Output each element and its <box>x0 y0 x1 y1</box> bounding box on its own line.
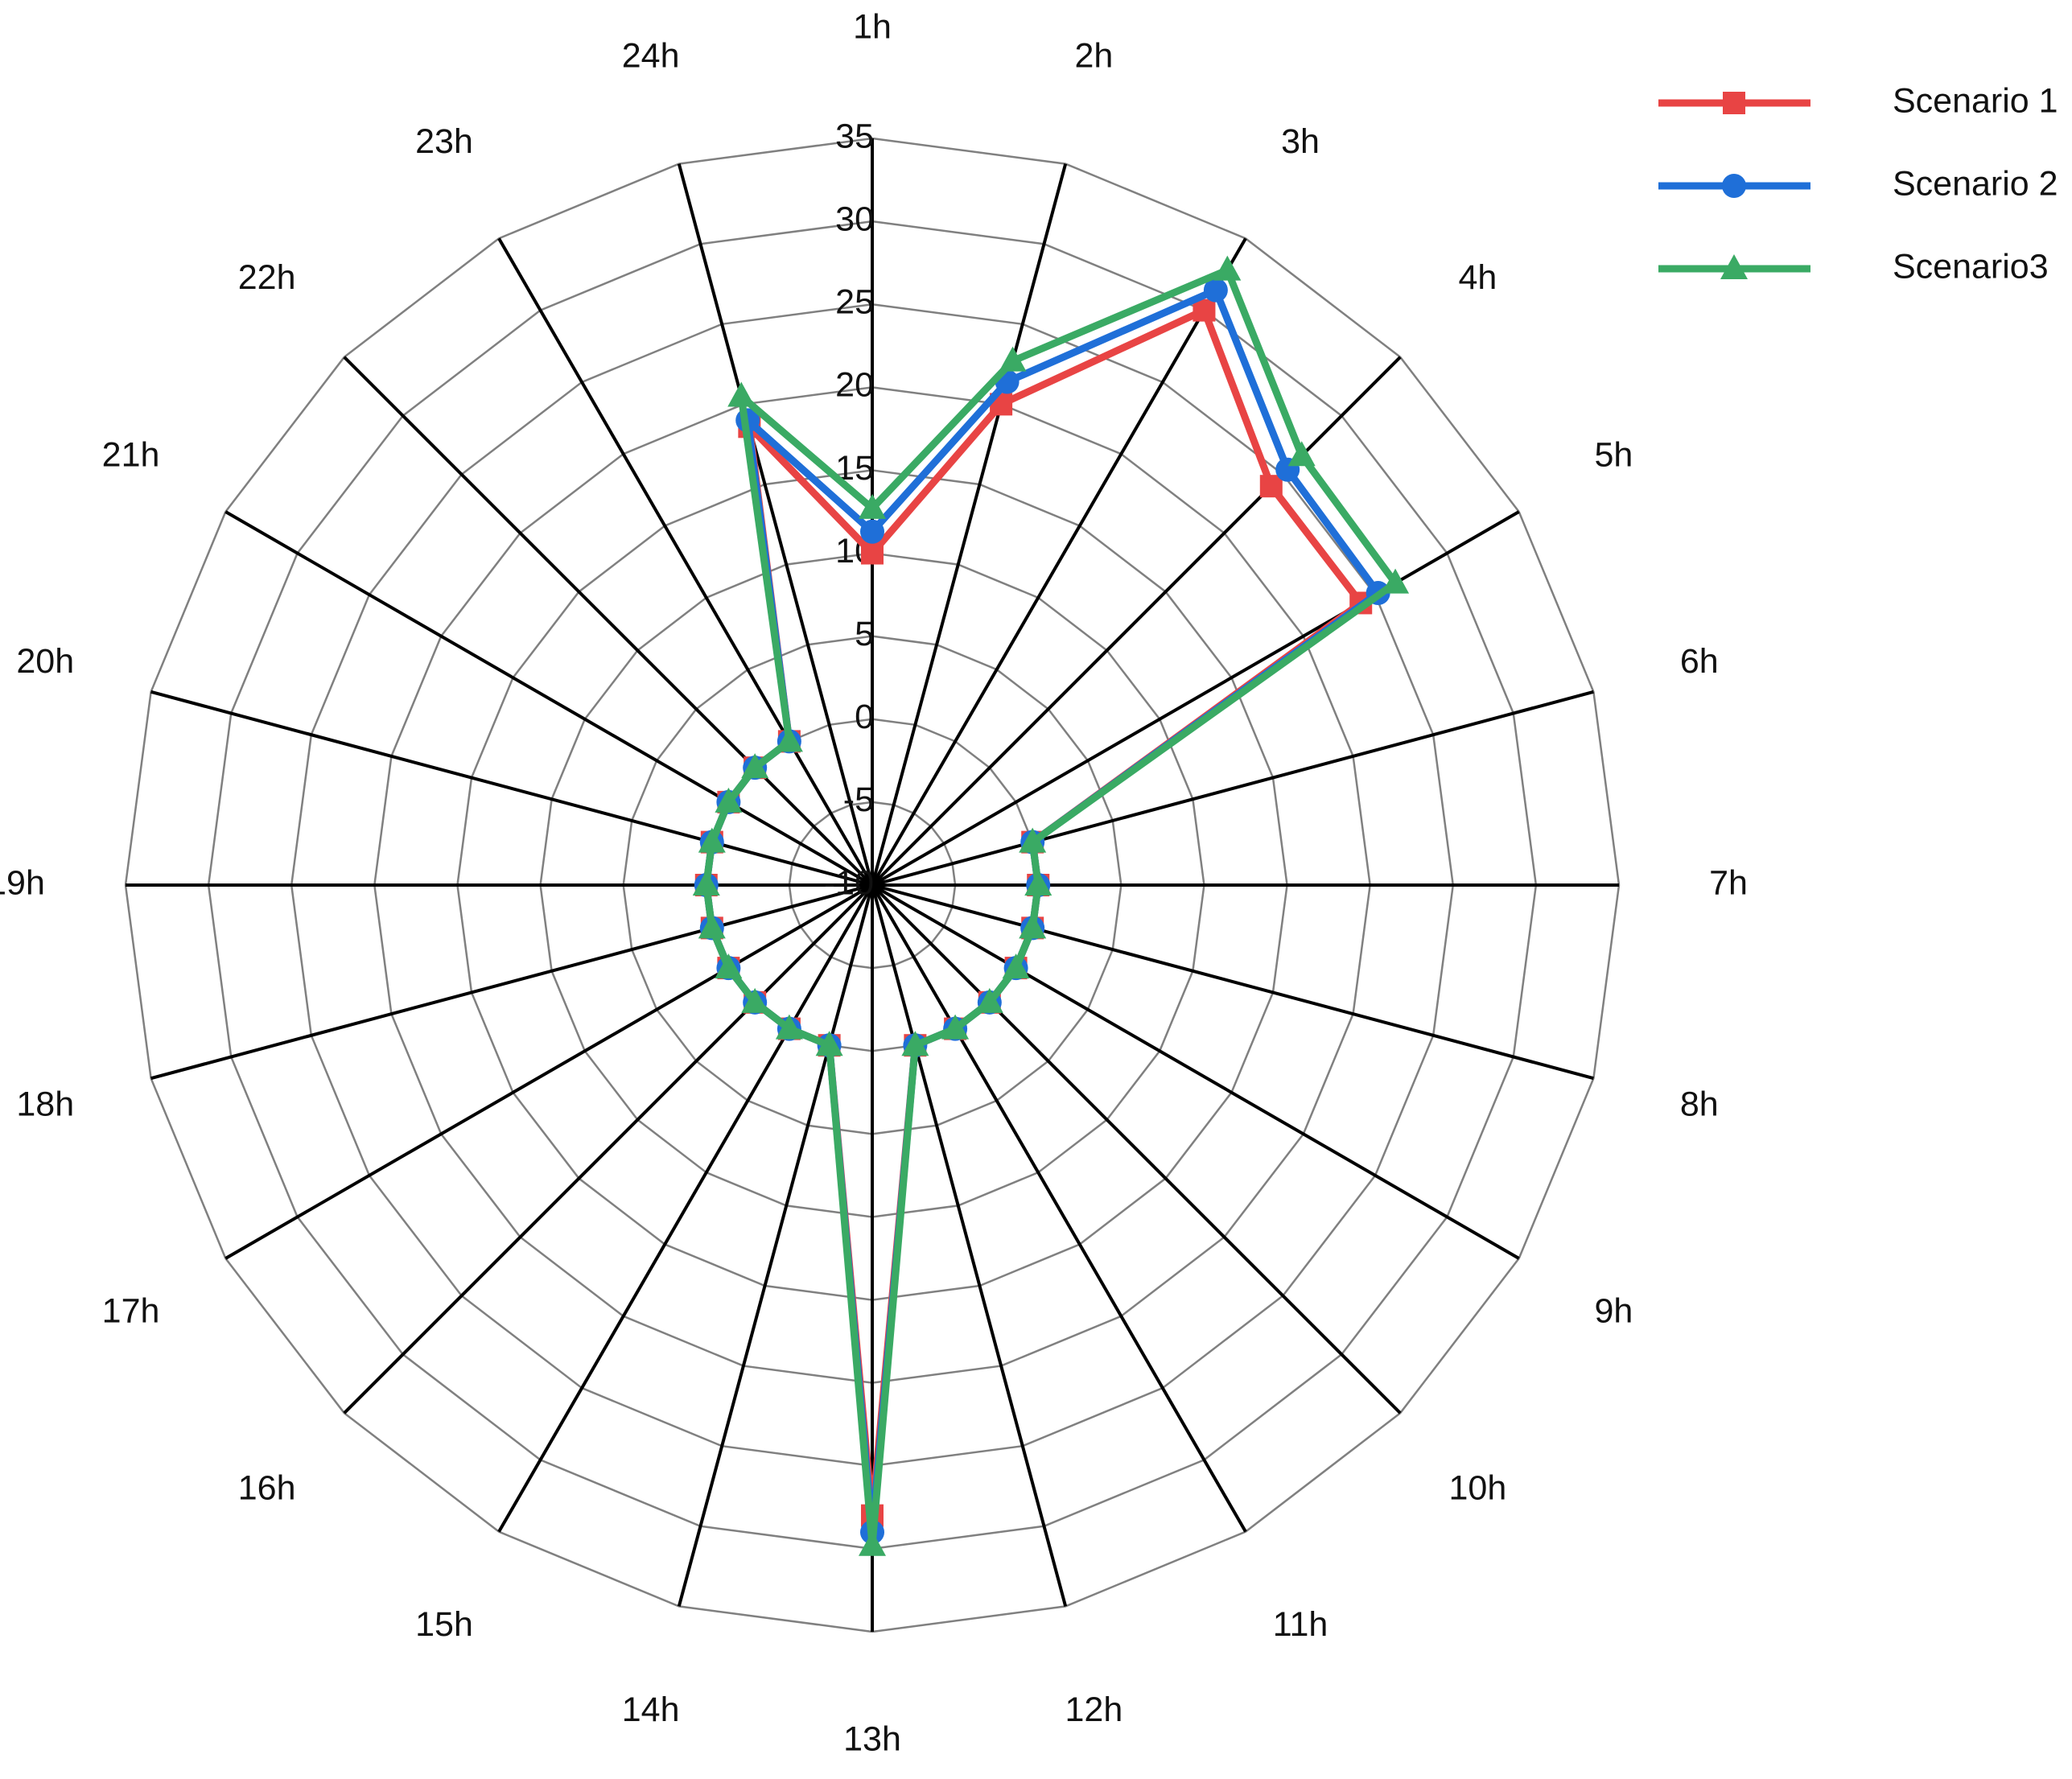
category-label: 10h <box>1448 1469 1506 1508</box>
series-marker <box>1024 871 1052 896</box>
r-tick-label: 20 <box>835 366 874 405</box>
series-marker <box>698 827 726 853</box>
series-marker <box>775 1014 803 1040</box>
series-marker <box>741 987 769 1013</box>
series-marker <box>698 913 726 939</box>
spoke <box>225 510 874 887</box>
series-marker <box>1213 255 1242 281</box>
legend-label: Scenario 2 <box>1893 164 2058 203</box>
series-marker <box>1193 299 1216 322</box>
spoke <box>497 237 874 887</box>
category-label: 20h <box>16 642 74 681</box>
spoke <box>871 163 1068 886</box>
category-label: 2h <box>1074 37 1113 76</box>
series-marker <box>727 381 756 407</box>
r-tick-label: 0 <box>855 698 874 736</box>
spoke <box>150 883 873 1081</box>
category-label: 17h <box>102 1291 160 1330</box>
category-label: 9h <box>1595 1291 1633 1330</box>
spoke <box>871 510 1520 887</box>
legend-marker <box>1722 174 1746 198</box>
category-label: 15h <box>415 1605 473 1644</box>
category-label: 14h <box>622 1690 680 1729</box>
series-marker <box>1287 441 1316 467</box>
spoke <box>497 884 874 1533</box>
series-marker <box>901 1031 929 1056</box>
series-marker <box>1019 827 1047 853</box>
spoke <box>871 883 1594 1081</box>
series-marker <box>999 346 1027 372</box>
series-marker <box>1259 475 1283 498</box>
series-marker <box>815 1031 843 1056</box>
series-marker <box>1002 953 1030 979</box>
category-label: 8h <box>1680 1085 1719 1124</box>
category-label: 5h <box>1595 435 1633 474</box>
spoke <box>150 690 873 887</box>
legend-label: Scenario 1 <box>1893 81 2058 120</box>
category-label: 7h <box>1709 863 1748 902</box>
series-marker <box>741 753 769 779</box>
category-label: 22h <box>238 258 296 297</box>
category-label: 6h <box>1680 642 1719 681</box>
category-label: 23h <box>415 122 473 161</box>
category-label: 11h <box>1273 1605 1328 1644</box>
legend-marker <box>1723 92 1745 114</box>
series-marker <box>1203 278 1228 303</box>
spoke <box>871 884 1068 1607</box>
series-marker <box>715 953 743 979</box>
series-marker <box>775 727 803 752</box>
category-label: 1h <box>853 7 892 46</box>
series-marker <box>1382 568 1410 594</box>
r-tick-label: -5 <box>843 780 874 819</box>
series-marker <box>861 542 884 565</box>
series-marker <box>941 1014 970 1040</box>
r-tick-label: 5 <box>855 615 874 653</box>
spoke <box>871 884 1247 1533</box>
category-label: 19h <box>0 863 45 902</box>
series-marker <box>975 987 1003 1013</box>
spoke <box>343 883 874 1415</box>
category-label: 24h <box>622 37 680 76</box>
spoke <box>677 163 874 886</box>
series-marker <box>859 493 886 519</box>
category-label: 4h <box>1458 258 1497 297</box>
spoke <box>871 356 1402 887</box>
legend-marker <box>1720 254 1748 279</box>
r-tick-label: 30 <box>835 200 874 238</box>
series-marker <box>1019 913 1047 939</box>
spoke <box>225 883 874 1260</box>
series-marker <box>860 519 884 544</box>
series-marker <box>692 871 720 896</box>
spoke <box>871 883 1520 1260</box>
spoke <box>871 883 1402 1415</box>
category-label: 16h <box>238 1469 296 1508</box>
category-label: 12h <box>1065 1690 1123 1729</box>
r-tick-label: 25 <box>835 283 874 322</box>
spoke <box>871 690 1594 887</box>
category-label: 3h <box>1281 122 1320 161</box>
r-tick-label: -10 <box>824 863 874 902</box>
legend-label: Scenario3 <box>1893 247 2049 286</box>
category-label: 13h <box>843 1719 901 1758</box>
category-label: 21h <box>102 435 160 474</box>
series-marker <box>859 1530 886 1556</box>
category-label: 18h <box>16 1085 74 1124</box>
spoke <box>343 356 874 887</box>
series-marker <box>715 787 743 813</box>
r-tick-label: 35 <box>835 117 874 155</box>
spoke <box>677 884 874 1607</box>
spoke <box>871 237 1247 887</box>
